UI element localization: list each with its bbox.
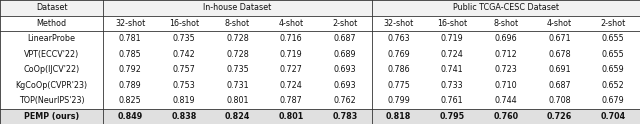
Text: 2-shot: 2-shot [600,19,626,28]
Text: 0.693: 0.693 [333,65,356,74]
Text: 0.710: 0.710 [495,81,517,90]
Text: 8-shot: 8-shot [225,19,250,28]
Text: 0.741: 0.741 [441,65,463,74]
Text: TOP(NeurIPS'23): TOP(NeurIPS'23) [19,96,84,105]
Bar [0,0,640,16]
Text: 0.769: 0.769 [387,50,410,59]
Text: 0.760: 0.760 [493,112,518,121]
Text: 0.735: 0.735 [173,34,195,43]
Text: 0.781: 0.781 [119,34,141,43]
Bar [0,31,640,108]
Text: 0.691: 0.691 [548,65,571,74]
Text: 0.719: 0.719 [280,50,303,59]
Text: 32-shot: 32-shot [383,19,413,28]
Text: 0.655: 0.655 [602,34,625,43]
Text: 0.824: 0.824 [225,112,250,121]
Text: 8-shot: 8-shot [493,19,518,28]
Text: 0.753: 0.753 [173,81,195,90]
Text: 0.671: 0.671 [548,34,571,43]
Text: 0.801: 0.801 [227,96,249,105]
Text: 0.704: 0.704 [600,112,626,121]
Text: 0.799: 0.799 [387,96,410,105]
Text: 0.825: 0.825 [119,96,141,105]
Text: 16-shot: 16-shot [437,19,467,28]
Text: CoOp(IJCV'22): CoOp(IJCV'22) [24,65,80,74]
Text: 0.689: 0.689 [333,50,356,59]
Text: 0.726: 0.726 [547,112,572,121]
Text: 32-shot: 32-shot [115,19,145,28]
Text: LinearProbe: LinearProbe [28,34,76,43]
Text: 0.716: 0.716 [280,34,303,43]
Text: 4-shot: 4-shot [547,19,572,28]
Text: 0.727: 0.727 [280,65,303,74]
Text: 4-shot: 4-shot [278,19,304,28]
Text: 0.792: 0.792 [119,65,141,74]
Text: 0.762: 0.762 [333,96,356,105]
Text: 0.838: 0.838 [172,112,196,121]
Text: 0.775: 0.775 [387,81,410,90]
Text: 2-shot: 2-shot [332,19,358,28]
Text: 0.761: 0.761 [441,96,463,105]
Text: 0.728: 0.728 [226,34,249,43]
Text: 0.652: 0.652 [602,81,625,90]
Text: 0.696: 0.696 [495,34,517,43]
Text: Dataset: Dataset [36,3,67,12]
Text: In-house Dataset: In-house Dataset [204,3,271,12]
Text: 0.795: 0.795 [440,112,465,121]
Text: 0.787: 0.787 [280,96,303,105]
Text: 0.712: 0.712 [495,50,517,59]
Text: 0.708: 0.708 [548,96,571,105]
Text: PEMP (ours): PEMP (ours) [24,112,79,121]
Text: 0.744: 0.744 [495,96,517,105]
Text: 0.785: 0.785 [119,50,141,59]
Text: 0.731: 0.731 [227,81,249,90]
Text: 0.693: 0.693 [333,81,356,90]
Text: 0.735: 0.735 [226,65,249,74]
Text: KgCoOp(CVPR'23): KgCoOp(CVPR'23) [15,81,88,90]
Text: 0.763: 0.763 [387,34,410,43]
Text: 0.655: 0.655 [602,50,625,59]
Text: 0.723: 0.723 [495,65,517,74]
Text: 16-shot: 16-shot [169,19,199,28]
Text: 0.742: 0.742 [173,50,195,59]
Text: 0.728: 0.728 [226,50,249,59]
Text: Public TCGA-CESC Dataset: Public TCGA-CESC Dataset [453,3,559,12]
Text: 0.733: 0.733 [441,81,463,90]
Text: 0.719: 0.719 [441,34,463,43]
Text: 0.687: 0.687 [333,34,356,43]
Text: 0.659: 0.659 [602,65,625,74]
Bar [0,108,640,124]
Text: 0.687: 0.687 [548,81,571,90]
Text: 0.819: 0.819 [173,96,195,105]
Text: 0.724: 0.724 [280,81,303,90]
Text: 0.849: 0.849 [118,112,143,121]
Text: 0.801: 0.801 [278,112,304,121]
Text: VPT(ECCV'22): VPT(ECCV'22) [24,50,79,59]
Text: 0.818: 0.818 [386,112,412,121]
Text: 0.786: 0.786 [387,65,410,74]
Text: 0.679: 0.679 [602,96,625,105]
Text: 0.724: 0.724 [441,50,463,59]
Text: 0.678: 0.678 [548,50,571,59]
Text: 0.789: 0.789 [119,81,141,90]
Text: Method: Method [36,19,67,28]
Text: 0.783: 0.783 [332,112,358,121]
Text: 0.757: 0.757 [172,65,195,74]
